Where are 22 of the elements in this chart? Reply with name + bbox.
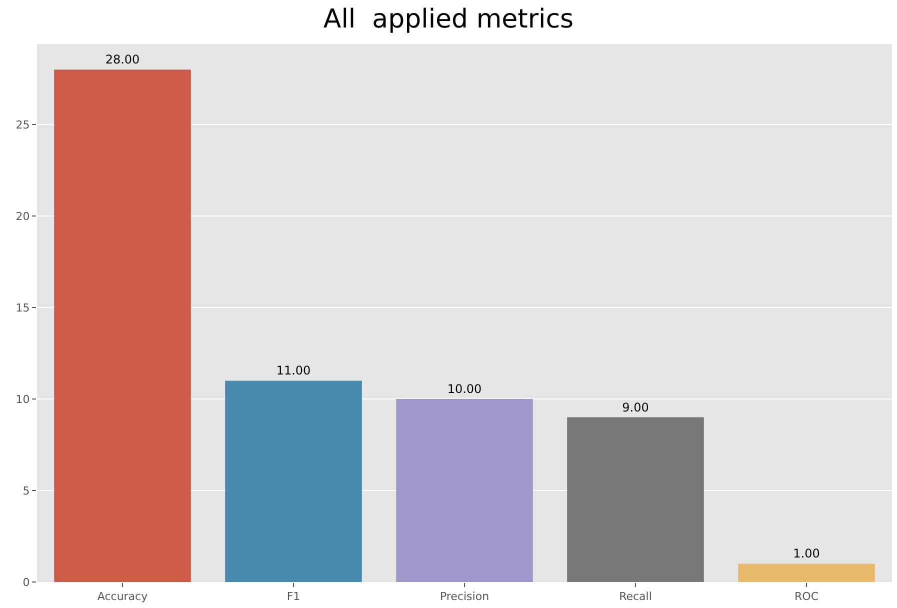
y-tick-label: 10	[16, 392, 30, 406]
bar	[567, 417, 704, 582]
y-tick-label: 15	[16, 301, 30, 314]
x-tick-label: F1	[286, 590, 300, 604]
x-tick-label: ROC	[794, 590, 819, 604]
bar	[738, 564, 875, 582]
x-tick-label: Recall	[619, 590, 652, 604]
data-label: 1.00	[793, 546, 820, 561]
data-label: 9.00	[622, 400, 649, 414]
y-tick-label: 20	[16, 210, 30, 223]
y-tick-label: 25	[16, 118, 30, 132]
y-tick-label: 5	[22, 484, 30, 498]
data-label: 28.00	[105, 52, 140, 67]
chart-title: All applied metrics	[323, 4, 574, 34]
bar	[54, 70, 191, 582]
bar	[396, 399, 533, 582]
bar	[225, 380, 362, 582]
x-tick-label: Precision	[440, 590, 490, 604]
data-label: 10.00	[447, 382, 482, 396]
x-tick-label: Accuracy	[97, 590, 148, 604]
y-tick-label: 0	[22, 576, 30, 589]
data-label: 11.00	[276, 364, 311, 378]
